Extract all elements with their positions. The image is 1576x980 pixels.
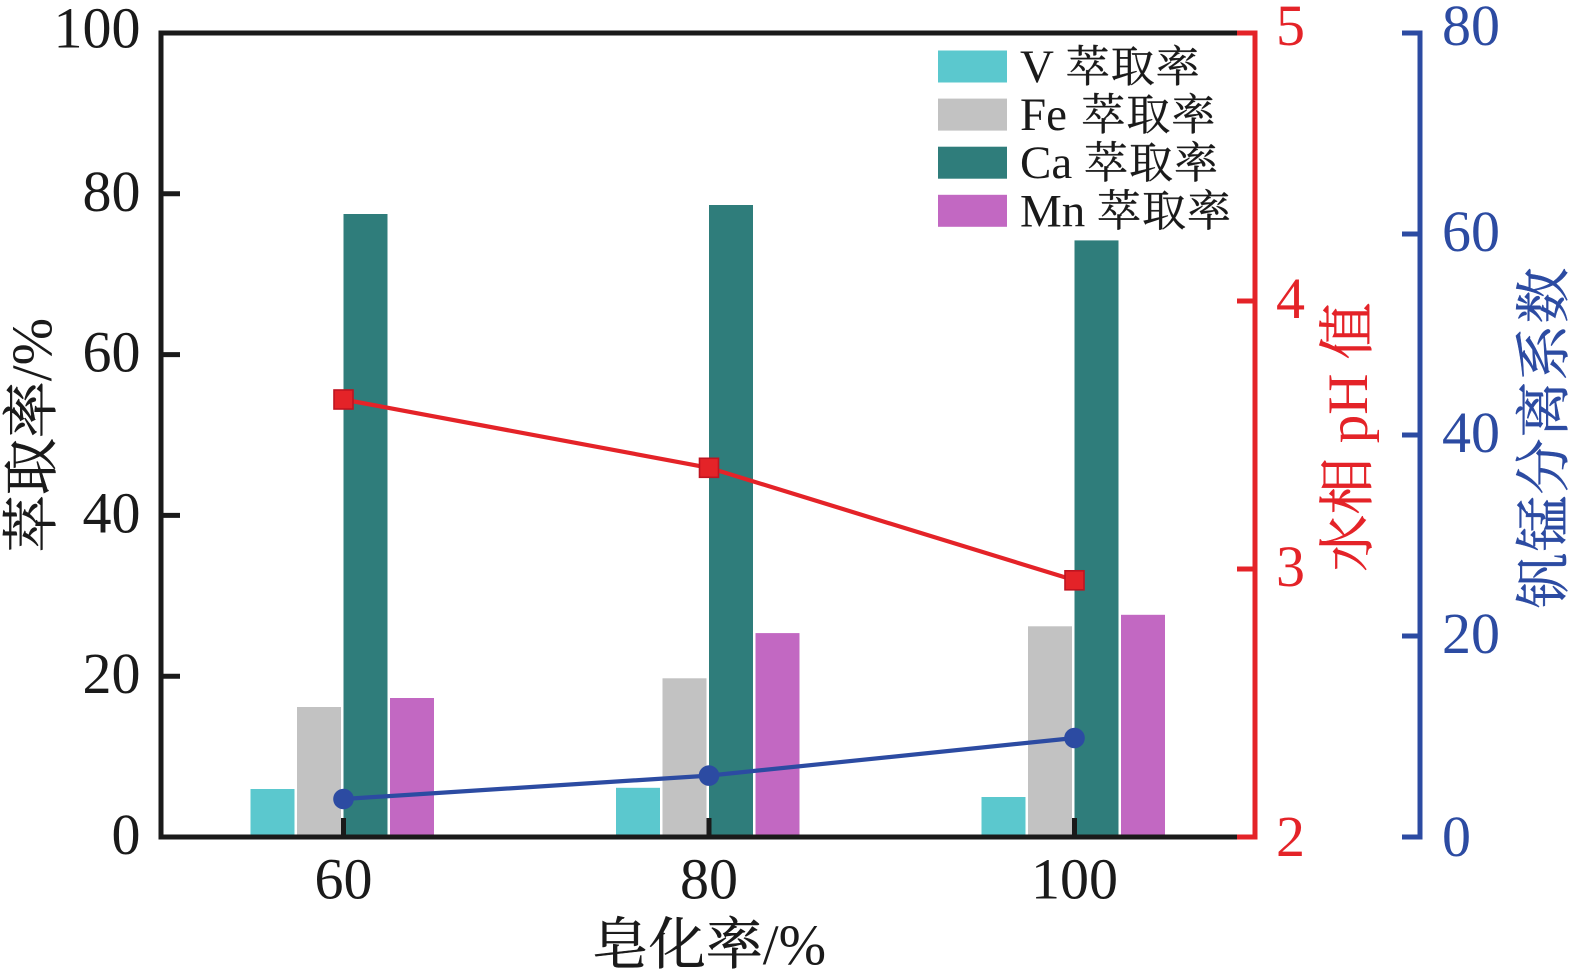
svg-text:V: V bbox=[1020, 41, 1063, 93]
svg-text:80: 80 bbox=[83, 159, 141, 224]
svg-text:20: 20 bbox=[1442, 601, 1500, 666]
svg-text:Fe: Fe bbox=[1020, 89, 1076, 141]
svg-text:/%: /% bbox=[1, 318, 64, 381]
svg-text:60: 60 bbox=[1442, 199, 1500, 264]
svg-text:40: 40 bbox=[83, 480, 141, 545]
svg-text:20: 20 bbox=[83, 641, 141, 706]
svg-text:3: 3 bbox=[1276, 534, 1305, 599]
svg-text:/%: /% bbox=[763, 914, 826, 977]
svg-text:40: 40 bbox=[1442, 400, 1500, 465]
svg-text:4: 4 bbox=[1276, 266, 1305, 331]
svg-text:0: 0 bbox=[1442, 804, 1471, 869]
svg-text:Ca: Ca bbox=[1020, 137, 1082, 189]
svg-text:80: 80 bbox=[1442, 0, 1500, 58]
svg-text:2: 2 bbox=[1276, 804, 1305, 869]
svg-text:100: 100 bbox=[54, 0, 141, 61]
svg-text:Mn: Mn bbox=[1020, 185, 1095, 237]
svg-text:100: 100 bbox=[1031, 847, 1118, 912]
svg-text:0: 0 bbox=[112, 802, 141, 867]
svg-text:5: 5 bbox=[1276, 0, 1305, 58]
svg-text:60: 60 bbox=[315, 847, 373, 912]
svg-text:80: 80 bbox=[680, 847, 738, 912]
svg-text:60: 60 bbox=[83, 320, 141, 385]
svg-text:pH: pH bbox=[1317, 374, 1380, 444]
